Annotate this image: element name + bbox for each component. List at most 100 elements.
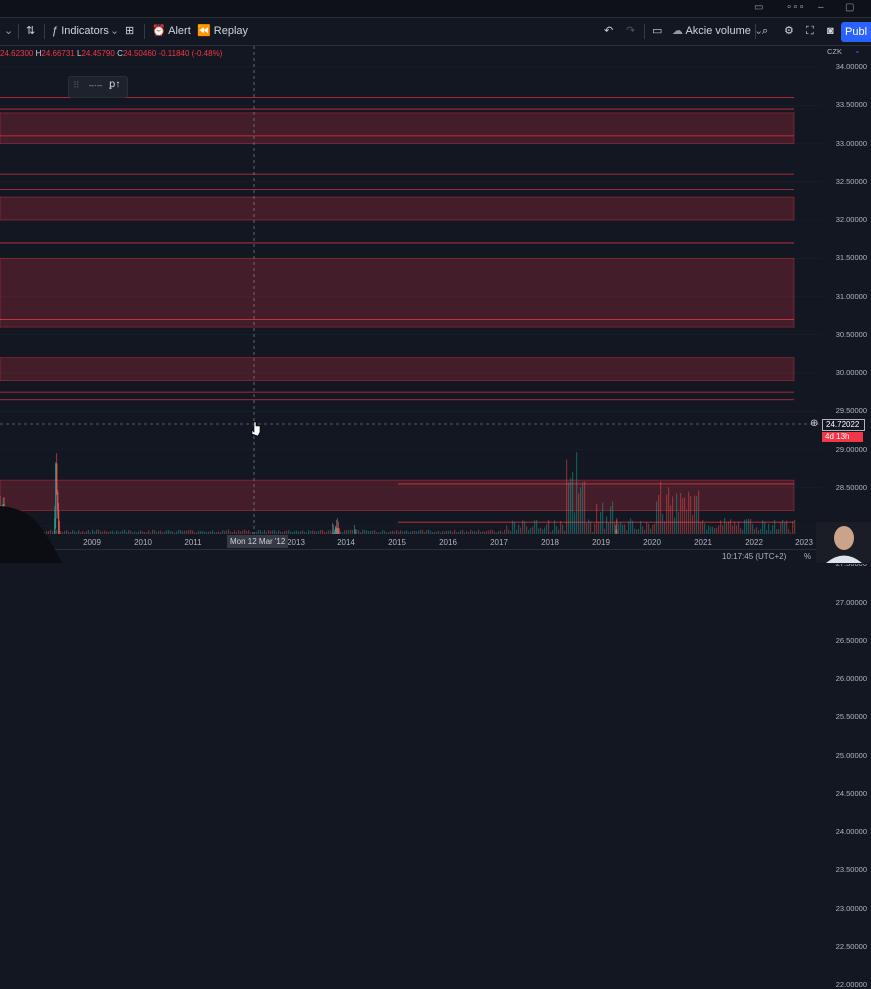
volume-bar bbox=[392, 530, 394, 534]
indicators-dropdown-icon[interactable]: ⌄ bbox=[110, 25, 120, 37]
line-style-icon[interactable]: –·– bbox=[89, 80, 103, 90]
volume-bar bbox=[600, 511, 602, 534]
volume-bar bbox=[594, 523, 596, 534]
volume-bar bbox=[556, 526, 558, 534]
volume-bar bbox=[472, 531, 474, 534]
volume-bar bbox=[744, 519, 746, 534]
volume-bar bbox=[506, 525, 508, 534]
volume-bar bbox=[274, 530, 276, 534]
candle-body bbox=[331, 533, 334, 534]
undo-icon[interactable]: ↶ bbox=[604, 25, 614, 37]
volume-bar bbox=[524, 521, 526, 534]
alert-button[interactable]: ⏰ Alert bbox=[152, 18, 191, 45]
volume-bar bbox=[264, 529, 266, 534]
fullscreen-icon[interactable]: ⛶ bbox=[806, 25, 814, 37]
ohlc-open: 24.62300 bbox=[0, 49, 34, 58]
volume-bar bbox=[412, 530, 414, 534]
price-tick-label: 33.00000 bbox=[835, 138, 867, 148]
currency-dropdown-icon[interactable]: ⌄ bbox=[854, 46, 861, 55]
volume-bar bbox=[754, 529, 756, 534]
volume-bar bbox=[70, 532, 72, 534]
price-tick-label: 25.50000 bbox=[835, 712, 867, 722]
volume-bar bbox=[774, 519, 776, 534]
time-tick-label: 2021 bbox=[694, 538, 712, 547]
volume-bar bbox=[762, 520, 764, 534]
compare-icon[interactable]: ⇅ bbox=[26, 25, 36, 37]
volume-bar bbox=[644, 529, 646, 534]
replay-button[interactable]: ⏪ Replay bbox=[197, 18, 248, 45]
indicators-button[interactable]: ƒ Indicators bbox=[52, 18, 109, 45]
interval-dropdown-icon[interactable]: ⌄ bbox=[4, 25, 14, 37]
volume-bar bbox=[272, 530, 274, 534]
time-tick-label: 2009 bbox=[83, 538, 101, 547]
volume-bar bbox=[134, 531, 136, 534]
volume-bar bbox=[382, 529, 384, 534]
volume-bar bbox=[750, 518, 752, 534]
volume-bar bbox=[150, 532, 152, 534]
volume-bar bbox=[564, 530, 566, 534]
gear-icon[interactable]: ⚙ bbox=[784, 25, 794, 37]
volume-bar bbox=[778, 529, 780, 534]
maximize-icon[interactable]: ▢ bbox=[845, 2, 855, 13]
volume-bar bbox=[514, 522, 516, 534]
separator bbox=[144, 24, 145, 39]
price-chart[interactable] bbox=[0, 46, 822, 534]
volume-bar bbox=[648, 523, 650, 534]
minimize-icon[interactable]: – bbox=[818, 2, 824, 13]
volume-bar bbox=[102, 531, 104, 534]
volume-bar bbox=[246, 531, 248, 534]
volume-bar bbox=[598, 521, 600, 534]
volume-bar bbox=[534, 520, 536, 534]
brush-icon[interactable]: ꝑ↑ bbox=[109, 79, 121, 90]
volume-bar bbox=[140, 530, 142, 534]
price-tick-label: 32.50000 bbox=[835, 176, 867, 186]
redo-icon[interactable]: ↷ bbox=[626, 25, 636, 37]
volume-bar bbox=[232, 532, 234, 534]
price-tick-label: 31.50000 bbox=[835, 253, 867, 263]
price-axis[interactable]: CZK ⌄ 34.00000 33.50000 33.00000 32.50000 32… bbox=[822, 46, 871, 989]
ohlc-legend: 24.62300 H24.66731 L24.45790 C24.50460 -… bbox=[0, 49, 222, 58]
layout-grid-icon[interactable]: ⊞ bbox=[125, 25, 135, 37]
volume-bar bbox=[690, 496, 692, 534]
more-icon[interactable]: ∘∘∘ bbox=[786, 2, 805, 13]
publish-button[interactable]: Publ bbox=[841, 22, 871, 42]
chevron-down-icon: ⌄ bbox=[753, 25, 764, 37]
drag-handle-icon[interactable]: ⠿ bbox=[73, 80, 80, 90]
volume-bar bbox=[366, 530, 368, 534]
clock[interactable]: 10:17:45 (UTC+2) bbox=[722, 552, 787, 561]
volume-bar bbox=[548, 519, 550, 534]
camera-icon[interactable]: ◙ bbox=[827, 25, 834, 37]
volume-bar bbox=[756, 527, 758, 534]
volume-bar bbox=[688, 491, 690, 534]
volume-bar bbox=[202, 531, 204, 534]
volume-bar bbox=[370, 530, 372, 534]
volume-bar bbox=[282, 531, 284, 534]
volume-bar bbox=[408, 532, 410, 534]
volume-bar bbox=[576, 452, 578, 534]
volume-bar bbox=[496, 532, 498, 534]
percent-toggle[interactable]: % bbox=[804, 552, 812, 561]
volume-bar bbox=[286, 530, 288, 534]
layout-icon[interactable]: ▭ bbox=[652, 25, 663, 37]
volume-bars bbox=[20, 452, 796, 534]
volume-bar bbox=[174, 532, 176, 534]
volume-bar bbox=[670, 505, 672, 534]
search-icon[interactable]: ⌕ bbox=[762, 25, 769, 37]
volume-bar bbox=[444, 531, 446, 534]
volume-bar bbox=[792, 521, 794, 534]
volume-bar bbox=[126, 531, 128, 534]
template-dropdown[interactable]: ☁ Akcie volume ⌄ bbox=[672, 18, 763, 45]
add-alert-icon[interactable]: ⊕ bbox=[810, 418, 819, 429]
volume-bar bbox=[154, 530, 156, 534]
volume-bar bbox=[468, 532, 470, 534]
window-icon[interactable]: ▭ bbox=[754, 2, 764, 13]
volume-bar bbox=[346, 530, 348, 534]
volume-bar bbox=[450, 530, 452, 534]
time-axis[interactable]: 2009 2010 2011 2013 2014 2015 2016 2017 2018 2019… bbox=[0, 534, 822, 549]
volume-bar bbox=[500, 530, 502, 534]
price-tick-label: 30.00000 bbox=[835, 368, 867, 377]
volume-bar bbox=[320, 529, 322, 534]
volume-bar bbox=[198, 530, 200, 534]
candle-body bbox=[56, 463, 58, 492]
volume-bar bbox=[394, 531, 396, 534]
